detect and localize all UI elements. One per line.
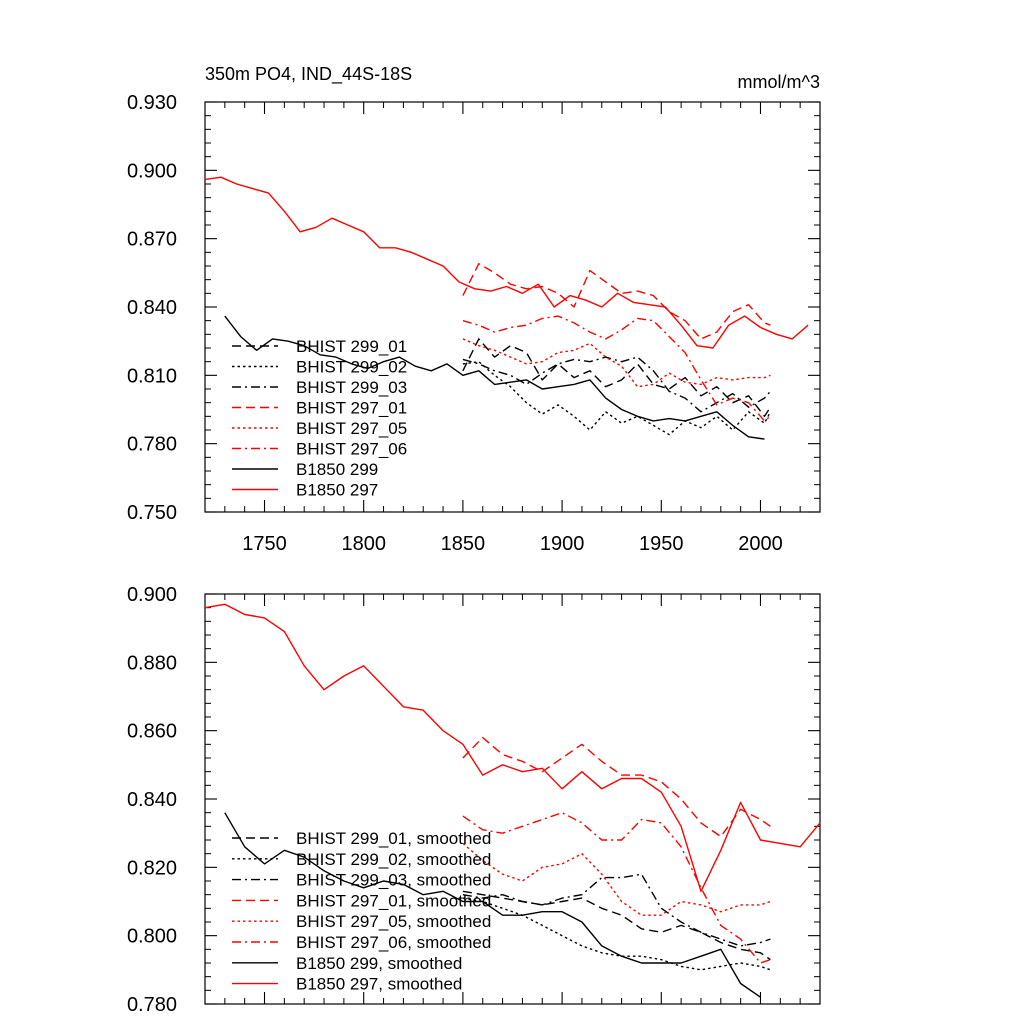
top-y-tick-label: 0.780 bbox=[127, 434, 177, 456]
bottom-legend: BHIST 299_01, smoothed BHIST 299_02, smoo… bbox=[232, 829, 491, 994]
bottom-legend-label-bhist-297-01-smoothed: BHIST 297_01, smoothed bbox=[296, 891, 491, 910]
top-y-tick-label: 0.810 bbox=[127, 365, 177, 387]
top-ticks: 1750 1800 1850 1900 1950 2000 0.750 0.780 0.810 0… bbox=[127, 92, 821, 555]
top-legend-label-bhist-299-03: BHIST 299_03 bbox=[296, 378, 407, 397]
bottom-y-tick-label: 0.800 bbox=[127, 926, 177, 948]
bottom-y-tick-label: 0.780 bbox=[127, 994, 177, 1016]
top-series-bhist-297-01 bbox=[462, 263, 771, 340]
top-y-tick-label: 0.900 bbox=[127, 160, 177, 182]
top-legend-label-bhist-297-06: BHIST 297_06 bbox=[296, 440, 407, 459]
bottom-series-bhist-299-03-smoothed bbox=[462, 873, 771, 947]
bottom-series-bhist-297-05-smoothed bbox=[462, 842, 771, 916]
top-series-bhist-299-02 bbox=[462, 361, 772, 436]
top-legend-label-bhist-299-01: BHIST 299_01 bbox=[296, 337, 407, 356]
bottom-legend-label-bhist-299-01-smoothed: BHIST 299_01, smoothed bbox=[296, 829, 491, 848]
top-legend-label-bhist-299-02: BHIST 299_02 bbox=[296, 358, 407, 377]
top-series-b1850-297 bbox=[204, 176, 809, 349]
top-x-tick-label: 1850 bbox=[441, 533, 486, 555]
bottom-panel: 0.780 0.800 0.820 0.840 0.860 0.880 0.900 BHIS… bbox=[127, 584, 821, 1016]
bottom-series bbox=[204, 603, 821, 998]
top-series-bhist-297-06 bbox=[462, 315, 771, 422]
top-y-tick-label: 0.870 bbox=[127, 229, 177, 251]
top-legend-label-b1850-297: B1850 297 bbox=[296, 481, 378, 500]
bottom-legend-label-b1850-297-smoothed: B1850 297, smoothed bbox=[296, 975, 462, 994]
top-x-tick-label: 1900 bbox=[540, 533, 585, 555]
bottom-series-b1850-299-smoothed bbox=[224, 812, 761, 998]
top-y-tick-label: 0.750 bbox=[127, 502, 177, 524]
bottom-legend-label-bhist-299-03-smoothed: BHIST 299_03, smoothed bbox=[296, 871, 491, 890]
bottom-ticks: 0.780 0.800 0.820 0.840 0.860 0.880 0.900 bbox=[127, 584, 821, 1016]
top-x-tick-label: 1950 bbox=[639, 533, 684, 555]
bottom-legend-label-bhist-297-05-smoothed: BHIST 297_05, smoothed bbox=[296, 912, 491, 931]
bottom-series-bhist-299-01-smoothed bbox=[462, 890, 771, 961]
top-legend-label-bhist-297-01: BHIST 297_01 bbox=[296, 399, 407, 418]
bottom-y-tick-label: 0.840 bbox=[127, 789, 177, 811]
top-x-tick-label: 2000 bbox=[738, 533, 783, 555]
bottom-legend-label-bhist-299-02-smoothed: BHIST 299_02, smoothed bbox=[296, 850, 491, 869]
bottom-series-b1850-297-smoothed bbox=[204, 603, 821, 892]
top-series-bhist-299-03 bbox=[462, 356, 771, 413]
top-series-b1850-299 bbox=[224, 315, 765, 440]
top-series-bhist-297-05 bbox=[462, 338, 771, 388]
bottom-y-tick-label: 0.900 bbox=[127, 584, 177, 606]
bottom-series-bhist-299-02-smoothed bbox=[462, 897, 771, 971]
bottom-y-tick-label: 0.860 bbox=[127, 721, 177, 743]
top-series-bhist-299-01 bbox=[462, 338, 771, 417]
bottom-legend-label-bhist-297-06-smoothed: BHIST 297_06, smoothed bbox=[296, 933, 491, 952]
top-chart-title: 350m PO4, IND_44S-18S bbox=[205, 64, 412, 85]
bottom-series-bhist-297-01-smoothed bbox=[462, 736, 771, 838]
top-series bbox=[204, 176, 809, 440]
bottom-series-bhist-297-06-smoothed bbox=[462, 812, 771, 964]
top-x-tick-label: 1750 bbox=[242, 533, 287, 555]
top-legend-label-b1850-299: B1850 299 bbox=[296, 460, 378, 479]
top-x-tick-label: 1800 bbox=[341, 533, 386, 555]
top-panel: 350m PO4, IND_44S-18S mmol/m^3 1750 1800 1… bbox=[127, 64, 821, 555]
top-y-tick-label: 0.930 bbox=[127, 92, 177, 114]
top-chart-units: mmol/m^3 bbox=[738, 72, 820, 92]
top-y-tick-label: 0.840 bbox=[127, 297, 177, 319]
top-legend-label-bhist-297-05: BHIST 297_05 bbox=[296, 419, 407, 438]
bottom-legend-label-b1850-299-smoothed: B1850 299, smoothed bbox=[296, 954, 462, 973]
bottom-y-tick-label: 0.820 bbox=[127, 857, 177, 879]
bottom-y-tick-label: 0.880 bbox=[127, 652, 177, 674]
